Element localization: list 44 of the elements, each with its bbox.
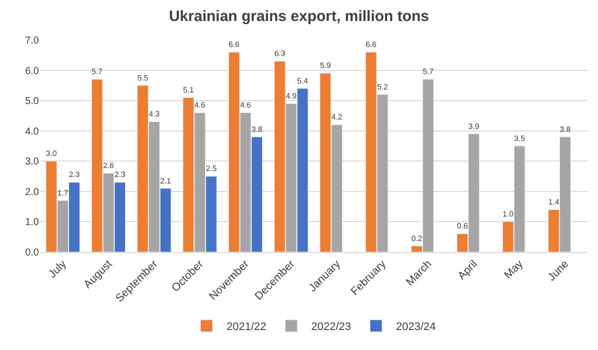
y-tick-label: 1.0 — [25, 217, 40, 228]
legend-label: 2021/22 — [226, 321, 266, 334]
data-label: 1.0 — [502, 210, 514, 219]
data-label: 5.9 — [320, 61, 331, 70]
data-label: 6.6 — [228, 40, 240, 49]
data-label: 4.9 — [286, 91, 297, 100]
y-tick-label: 7.0 — [25, 36, 40, 46]
data-label: 2.6 — [103, 161, 114, 170]
data-label: 6.6 — [366, 40, 377, 49]
data-label: 2.3 — [68, 170, 80, 180]
data-label: 5.1 — [182, 85, 194, 94]
data-label: 2.1 — [160, 176, 172, 186]
data-label: 5.5 — [137, 73, 148, 82]
data-label: 3.5 — [514, 134, 525, 143]
x-tick-label: May — [502, 258, 526, 282]
y-tick-label: 5.0 — [25, 96, 40, 108]
data-label: 5.7 — [422, 67, 434, 76]
data-label: 3.8 — [251, 124, 262, 134]
data-label: 1.7 — [57, 188, 68, 198]
data-label: 0.2 — [411, 234, 422, 243]
data-label: 4.2 — [331, 112, 342, 122]
legend-label: 2023/24 — [396, 321, 436, 334]
y-tick-label: 4.0 — [25, 126, 40, 138]
data-label: 3.8 — [560, 124, 571, 134]
y-tick-label: 0.0 — [25, 248, 40, 258]
data-label: 0.6 — [456, 222, 468, 231]
legend-label: 2022/23 — [311, 321, 352, 334]
data-label: 2.5 — [206, 164, 217, 174]
data-label: 4.3 — [148, 110, 160, 119]
y-tick-label: 2.0 — [25, 186, 40, 198]
data-label: 5.2 — [377, 82, 388, 92]
data-label: 1.4 — [548, 197, 560, 206]
data-label: 3.0 — [46, 149, 58, 158]
y-tick-label: 3.0 — [25, 156, 40, 168]
data-label: 6.3 — [274, 49, 286, 58]
data-label: 5.4 — [297, 76, 309, 86]
x-tick-label: July — [46, 258, 70, 281]
data-label: 4.6 — [240, 100, 251, 110]
chart-title: Ukrainian grains export, million tons — [168, 8, 430, 25]
data-label: 3.9 — [468, 122, 480, 131]
y-tick-label: 6.0 — [25, 66, 40, 77]
data-label: 5.7 — [92, 67, 103, 76]
data-label: 2.3 — [114, 170, 126, 180]
data-label: 4.6 — [194, 100, 206, 110]
